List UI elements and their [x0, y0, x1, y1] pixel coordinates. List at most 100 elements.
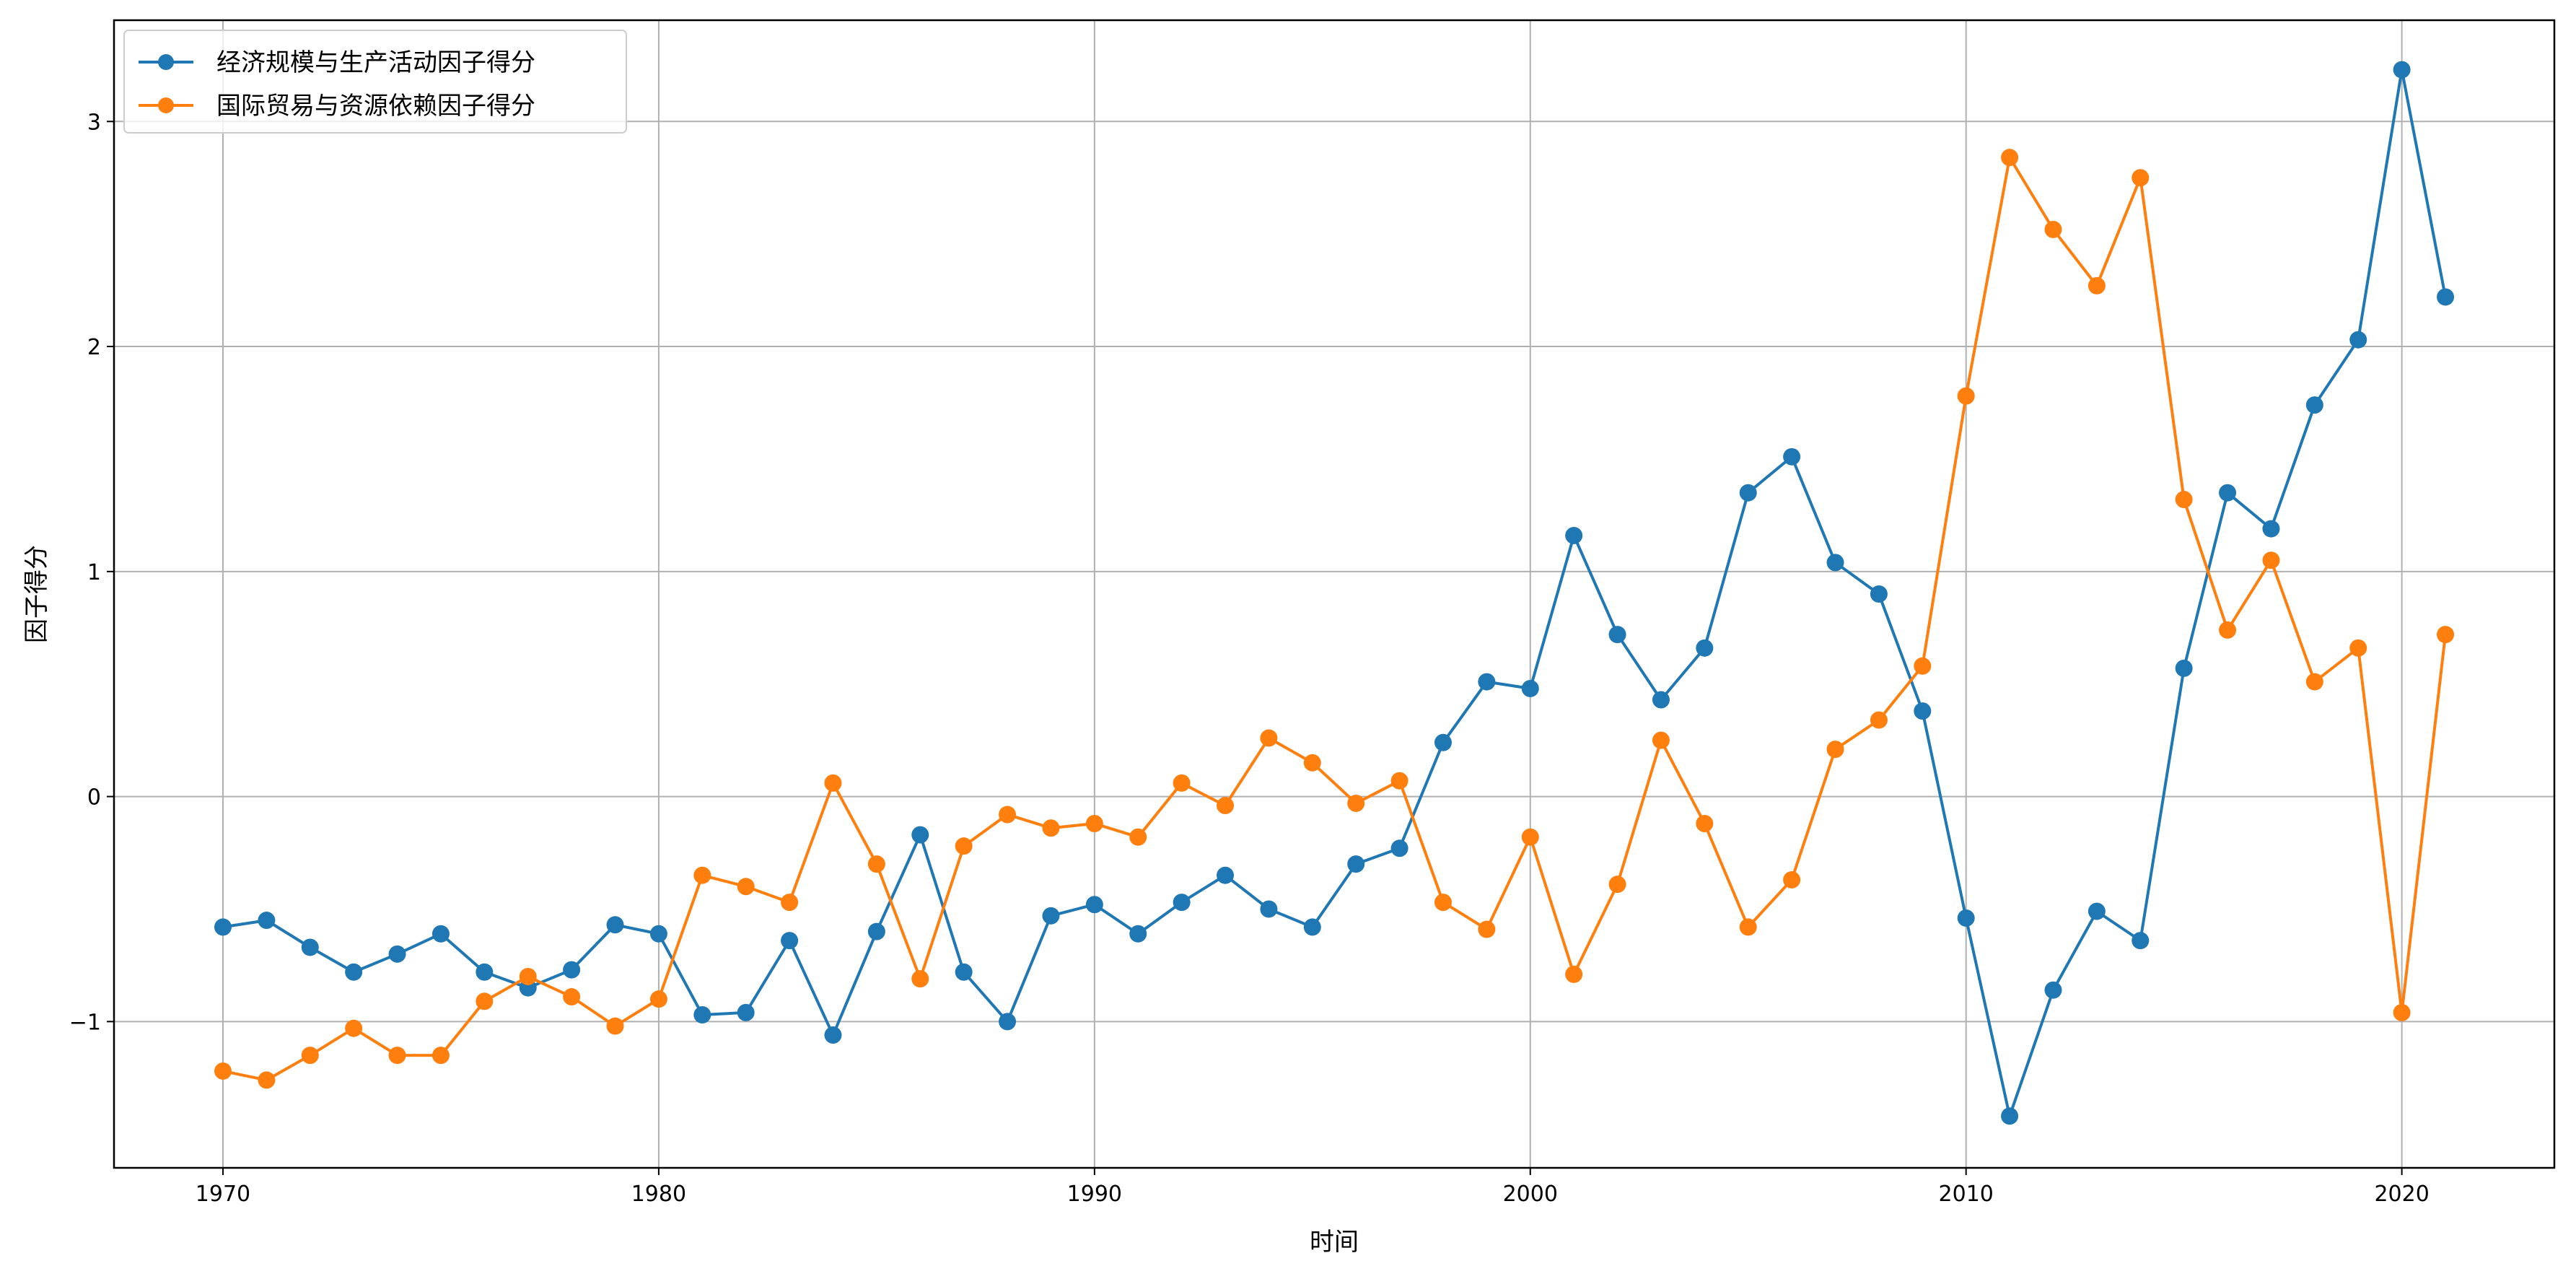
legend-box: [123, 30, 627, 134]
data-point: [1652, 691, 1670, 709]
data-point: [2044, 220, 2062, 238]
legend-swatch-marker: [158, 54, 174, 70]
data-point: [2219, 484, 2237, 502]
data-point: [1608, 626, 1626, 644]
data-point: [1565, 526, 1583, 544]
data-point: [388, 1047, 406, 1065]
data-point: [2175, 491, 2193, 509]
data-point: [1783, 870, 1801, 889]
data-point: [345, 963, 363, 981]
data-point: [1783, 448, 1801, 466]
data-point: [2087, 276, 2106, 294]
data-point: [2349, 639, 2367, 657]
data-point: [1042, 819, 1060, 837]
x-tick-label: 1990: [1067, 1182, 1122, 1207]
data-point: [1696, 639, 1714, 657]
data-point: [1173, 894, 1191, 912]
data-point: [781, 894, 799, 912]
data-point: [1085, 815, 1103, 832]
data-point: [519, 968, 537, 985]
data-point: [606, 1017, 624, 1035]
data-point: [2393, 61, 2411, 79]
data-point: [431, 925, 450, 943]
data-point: [1826, 741, 1844, 759]
y-tick-label: −1: [69, 1010, 101, 1035]
series-layer: [214, 61, 2455, 1125]
x-tick-label: 2000: [1503, 1182, 1558, 1207]
data-point: [1521, 828, 1539, 846]
data-point: [867, 855, 885, 873]
data-point: [2132, 932, 2150, 950]
x-tick-label: 2020: [2374, 1182, 2429, 1207]
data-point: [1870, 711, 1888, 729]
data-point: [781, 932, 799, 950]
data-point: [1739, 918, 1757, 936]
data-point: [867, 922, 885, 940]
data-point: [955, 963, 973, 981]
data-point: [1347, 794, 1365, 812]
data-point: [1260, 729, 1278, 747]
data-point: [1478, 920, 1496, 938]
legend-swatch-marker: [158, 97, 174, 113]
data-point: [2219, 621, 2237, 639]
data-point: [1085, 896, 1103, 914]
data-point: [2305, 673, 2323, 691]
data-point: [2001, 1107, 2019, 1125]
data-point: [301, 938, 319, 956]
data-point: [1652, 731, 1670, 749]
data-point: [2001, 149, 2019, 167]
y-tick-label: 0: [87, 785, 101, 811]
data-point: [1696, 815, 1714, 832]
data-point: [1434, 894, 1452, 912]
y-axis-label: 因子得分: [22, 545, 51, 643]
data-point: [1957, 387, 1975, 405]
x-tick-label: 2010: [1939, 1182, 1994, 1207]
data-point: [476, 963, 494, 981]
data-point: [2305, 396, 2323, 414]
data-point: [1870, 585, 1888, 603]
data-point: [2393, 1003, 2411, 1021]
data-point: [2262, 551, 2280, 569]
x-tick-label: 1980: [631, 1182, 686, 1207]
data-point: [1434, 733, 1452, 751]
series-1: [214, 149, 2455, 1089]
data-point: [693, 866, 711, 884]
data-point: [258, 912, 276, 930]
plot-frame: [113, 19, 2556, 1169]
data-point: [955, 837, 973, 855]
data-point: [388, 945, 406, 963]
x-tick-label: 1970: [196, 1182, 250, 1207]
data-point: [999, 1013, 1017, 1031]
data-point: [911, 970, 929, 988]
x-axis-label: 时间: [1310, 1228, 1359, 1257]
data-point: [2349, 331, 2367, 349]
data-point: [1303, 754, 1321, 772]
data-point: [649, 990, 667, 1008]
legend: 经济规模与生产活动因子得分 国际贸易与资源依赖因子得分: [123, 30, 627, 134]
data-point: [737, 1003, 755, 1021]
data-point: [2087, 902, 2106, 920]
data-point: [1957, 909, 1975, 927]
data-point: [824, 774, 842, 792]
data-point: [693, 1006, 711, 1023]
data-point: [345, 1019, 363, 1037]
data-point: [214, 1062, 232, 1080]
data-point: [1739, 484, 1757, 502]
data-point: [258, 1071, 276, 1089]
data-point: [563, 961, 581, 979]
data-point: [1303, 918, 1321, 936]
legend-label: 国际贸易与资源依赖因子得分: [216, 92, 535, 121]
data-point: [1914, 657, 1932, 675]
data-point: [1390, 772, 1409, 790]
data-point: [606, 916, 624, 934]
data-point: [649, 925, 667, 943]
data-point: [1042, 907, 1060, 925]
data-point: [1826, 554, 1844, 572]
data-point: [2132, 169, 2150, 187]
y-tick-label: 1: [87, 560, 101, 585]
series-0: [214, 61, 2455, 1125]
data-point: [1565, 965, 1583, 983]
data-point: [431, 1047, 450, 1065]
